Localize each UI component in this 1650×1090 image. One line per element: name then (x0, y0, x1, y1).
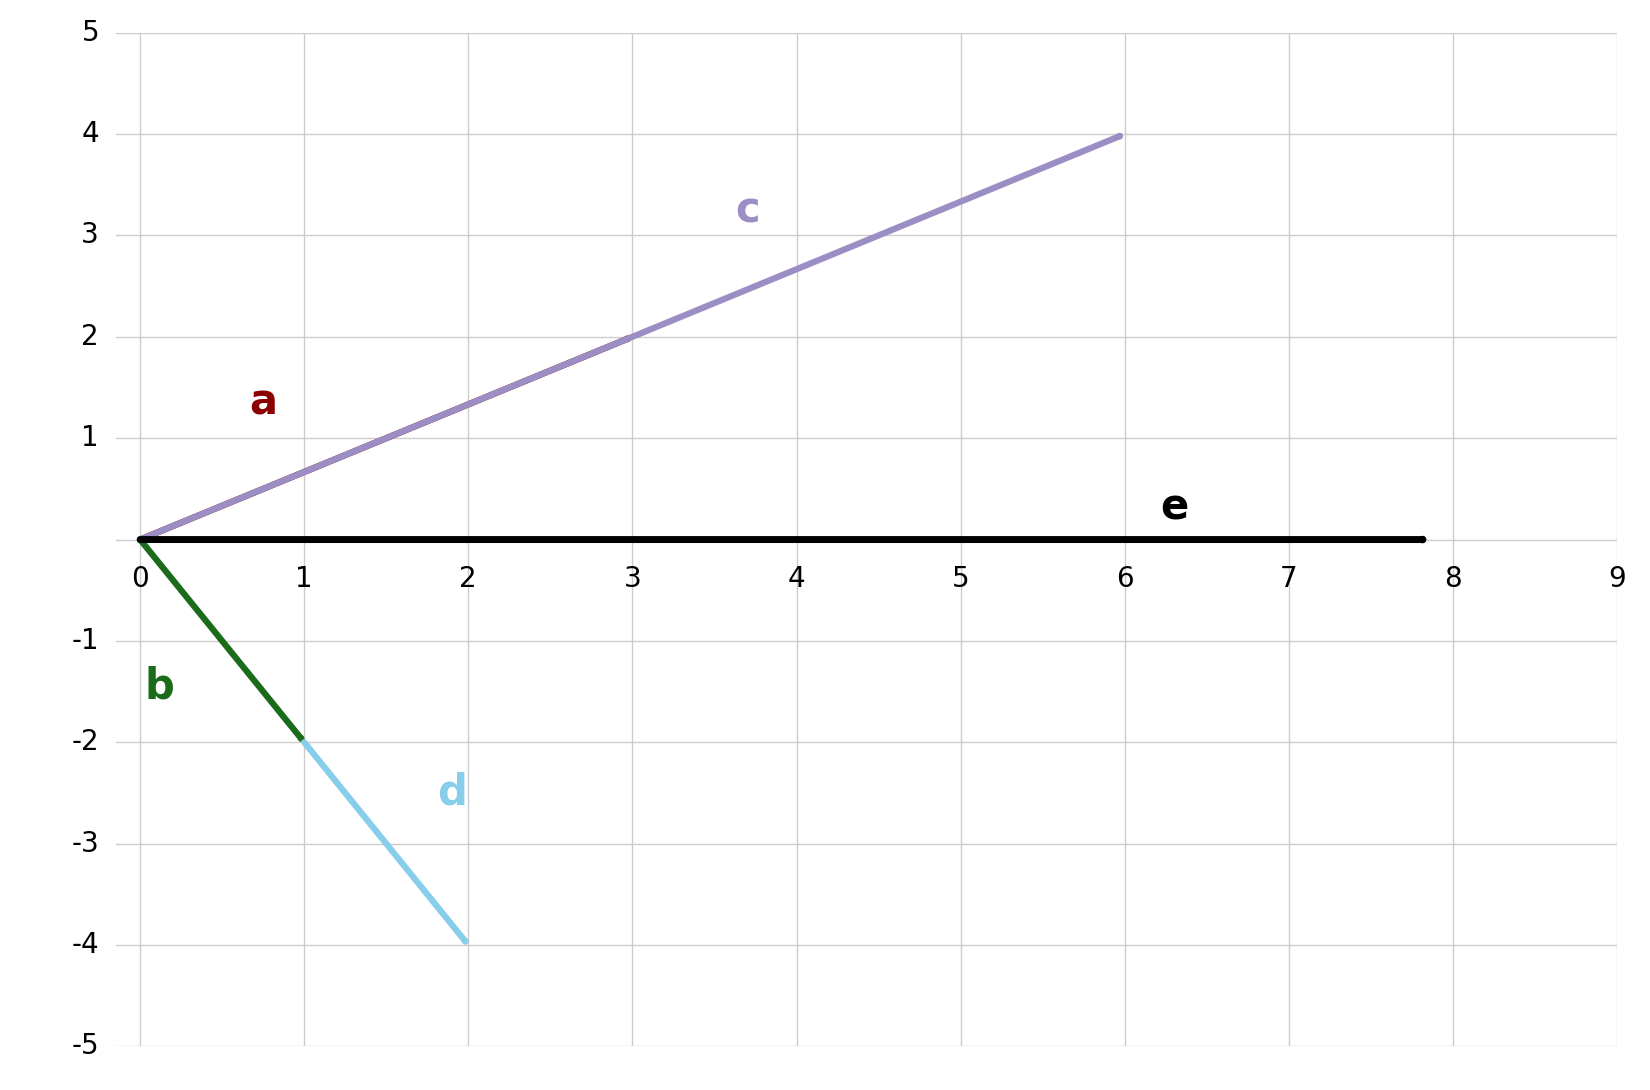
Text: 3: 3 (81, 221, 99, 250)
Text: -3: -3 (71, 829, 99, 858)
Text: 3: 3 (624, 565, 642, 593)
Text: b: b (145, 666, 175, 707)
Text: 2: 2 (459, 565, 477, 593)
Text: 2: 2 (81, 323, 99, 351)
Text: 9: 9 (1609, 565, 1625, 593)
Text: 5: 5 (81, 19, 99, 47)
Text: 8: 8 (1444, 565, 1462, 593)
Text: -2: -2 (71, 728, 99, 756)
Text: 6: 6 (1115, 565, 1134, 593)
Text: -5: -5 (71, 1032, 99, 1061)
Text: c: c (734, 189, 759, 231)
Text: 1: 1 (81, 424, 99, 452)
Text: -4: -4 (71, 931, 99, 959)
Text: 7: 7 (1280, 565, 1297, 593)
Text: 1: 1 (295, 565, 314, 593)
Text: 5: 5 (952, 565, 970, 593)
Text: -1: -1 (71, 627, 99, 655)
Text: e: e (1160, 486, 1188, 529)
Text: 0: 0 (132, 565, 148, 593)
Text: d: d (437, 772, 467, 814)
Text: a: a (249, 382, 277, 424)
Text: 4: 4 (81, 120, 99, 148)
Text: 4: 4 (787, 565, 805, 593)
